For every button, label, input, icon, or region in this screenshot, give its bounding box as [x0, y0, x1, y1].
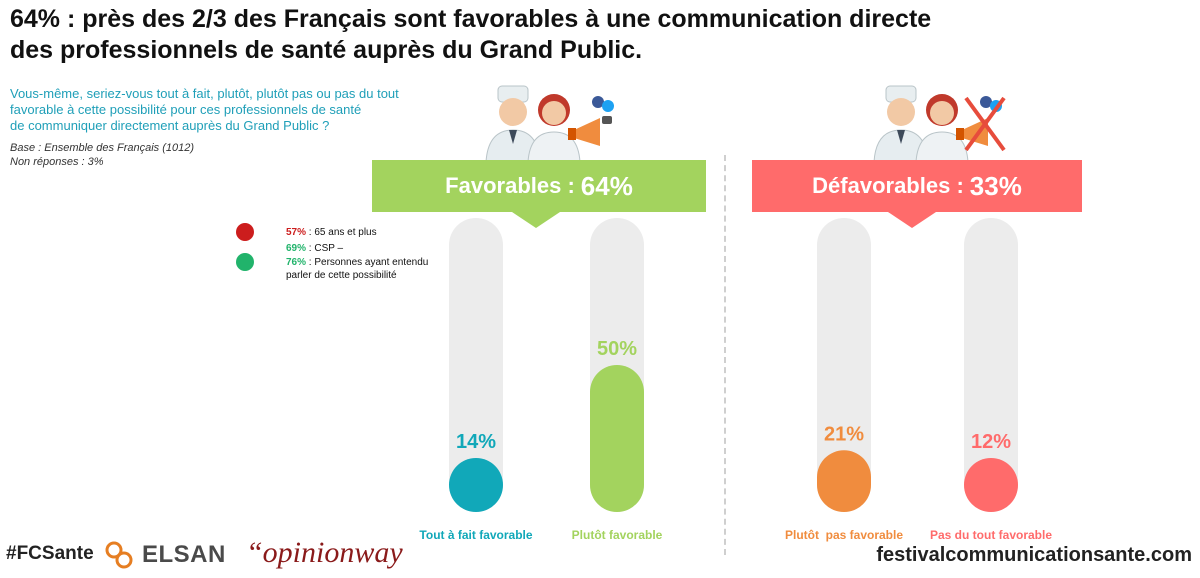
hashtag-text: #FCSante — [6, 543, 94, 564]
doctors-megaphone-icon — [482, 80, 622, 167]
legend-item-3-pct: 76% — [286, 257, 307, 268]
defavorable-banner-arrow — [888, 212, 936, 228]
defavorable-banner: Défavorables : 33% — [752, 160, 1082, 212]
base-line-2: Non réponses : 3% — [10, 156, 104, 168]
question-text: Vous-même, seriez-vous tout à fait, plut… — [10, 86, 450, 134]
bar-value-label-4: 12% — [971, 431, 1011, 453]
bar-value-label-2: 50% — [597, 338, 637, 360]
question-line-1: Vous-même, seriez-vous tout à fait, plut… — [10, 86, 399, 101]
bar-track-1 — [449, 218, 503, 512]
opinionway-logo: “opinionway — [246, 536, 403, 569]
defavorable-banner-pct: 33% — [969, 170, 1022, 201]
bar-track-3 — [817, 218, 871, 512]
elsan-logo-text: ELSAN — [142, 541, 226, 568]
bar-category-label-2: Plutôt favorable — [572, 528, 663, 542]
title-line-1: 64% : près des 2/3 des Français sont fav… — [10, 5, 932, 33]
elsan-logo-icon — [105, 541, 133, 569]
bar-category-label-4: Pas du tout favorable — [930, 528, 1052, 542]
bar-value-label-1: 14% — [456, 431, 496, 453]
bar-3 — [817, 450, 871, 512]
bar-track-2 — [590, 218, 644, 512]
legend-dot-red — [236, 223, 254, 241]
divider-line — [724, 155, 726, 555]
page-title: 64% : près des 2/3 des Français sont fav… — [10, 4, 1110, 66]
base-line-1: Base : Ensemble des Français (1012) — [10, 142, 195, 154]
title-line-2: des professionnels de santé auprès du Gr… — [10, 36, 643, 64]
legend-item-1-label: : 65 ans et plus — [306, 227, 377, 238]
bar-4 — [964, 458, 1018, 512]
favorable-banner-pct: 64% — [580, 170, 633, 201]
legend-item-3: 76% : Personnes ayant entendu parler de … — [286, 256, 446, 282]
bar-category-label-1: Tout à fait favorable — [419, 528, 532, 542]
bar-value-label-3: 21% — [824, 423, 864, 445]
question-line-3: de communiquer directement auprès du Gra… — [10, 118, 330, 133]
doctors-megaphone-crossed-icon — [870, 80, 1010, 167]
elsan-logo: ELSAN — [104, 540, 226, 570]
bar-track-4 — [964, 218, 1018, 512]
question-line-2: favorable à cette possibilité pour ces p… — [10, 102, 362, 117]
legend-dot-green — [236, 253, 254, 271]
legend-item-2-pct: 69% — [286, 243, 307, 254]
legend-item-3-label: : Personnes ayant entendu — [306, 257, 429, 268]
favorable-banner: Favorables : 64% — [372, 160, 706, 212]
legend-item-1: 57% : 65 ans et plus — [286, 226, 446, 239]
base-note: Base : Ensemble des Français (1012) Non … — [10, 141, 194, 169]
legend-item-1-pct: 57% — [286, 227, 307, 238]
bar-1 — [449, 458, 503, 512]
bar-category-label-3: Plutôt pas favorable — [785, 528, 903, 542]
legend-item-2: 69% : CSP – — [286, 242, 446, 255]
legend-item-3-label-2: parler de cette possibilité — [286, 270, 397, 281]
bar-2 — [590, 365, 644, 512]
favorable-banner-arrow — [512, 212, 560, 228]
site-url: festivalcommunicationsante.com — [876, 544, 1192, 566]
legend-item-2-label: : CSP – — [306, 243, 344, 254]
defavorable-banner-label: Défavorables : — [812, 173, 964, 198]
favorable-banner-label: Favorables : — [445, 173, 575, 198]
